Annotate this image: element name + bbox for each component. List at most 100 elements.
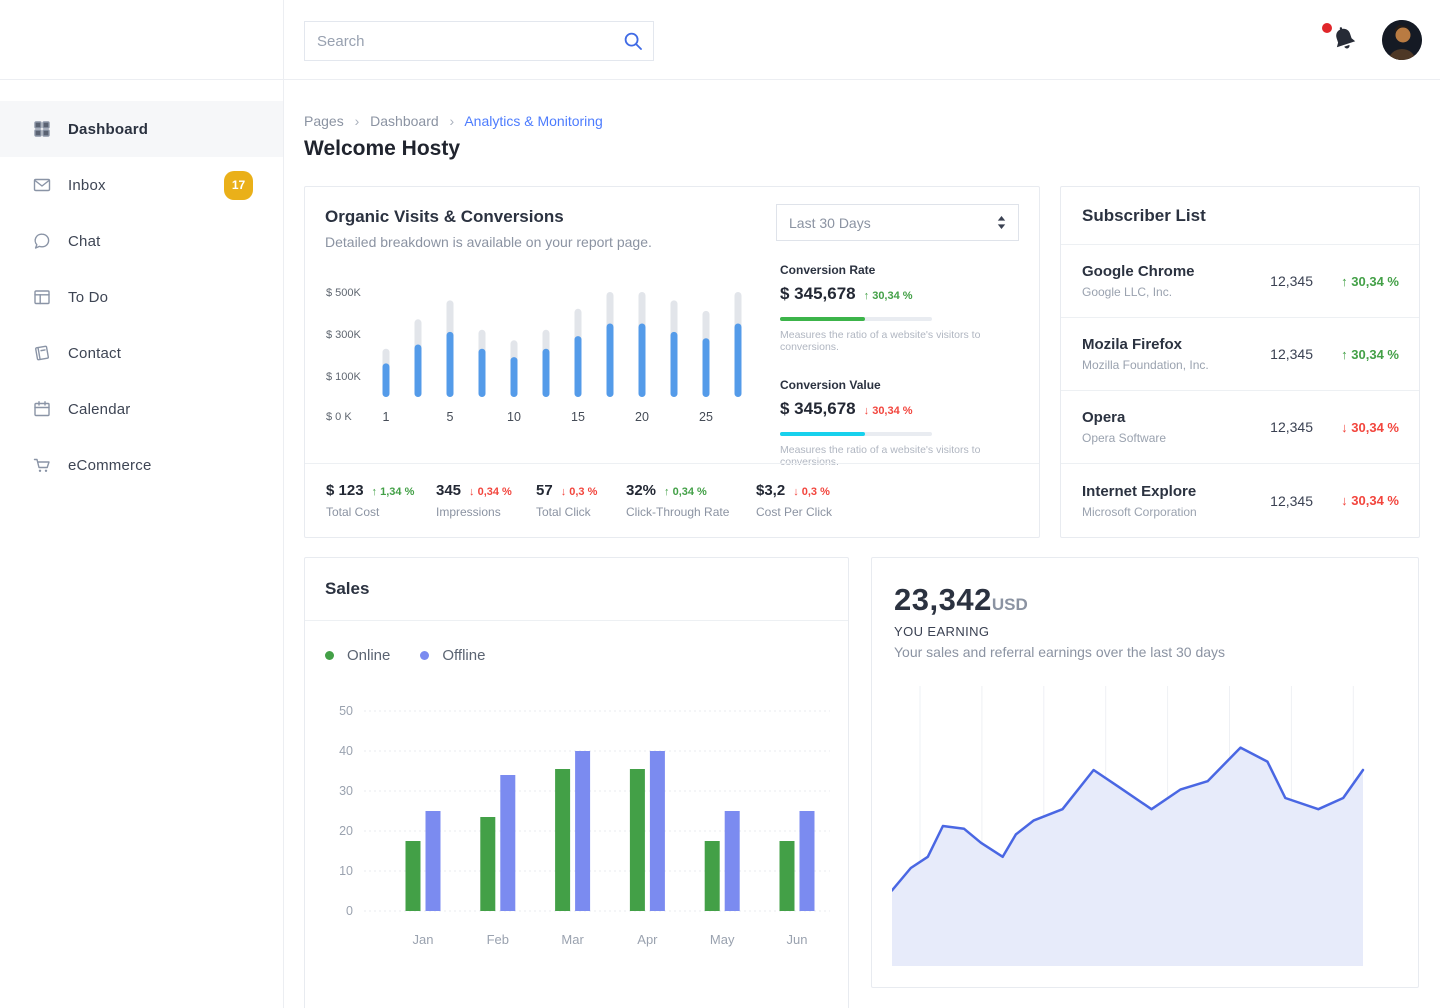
stat-top: $ 123 ↑ 1,34 % <box>326 482 428 499</box>
avatar-image <box>1382 20 1422 60</box>
calendar-icon <box>32 399 52 419</box>
subscriber-info: Google Chrome Google LLC, Inc. <box>1082 263 1251 299</box>
organic-card-title: Organic Visits & Conversions <box>325 207 564 226</box>
subscriber-change: ↑ 30,34 % <box>1341 346 1399 362</box>
logo-area <box>0 0 283 80</box>
inbox-badge: 17 <box>224 170 253 200</box>
breadcrumb: Pages › Dashboard › Analytics & Monitori… <box>304 113 603 129</box>
date-range-select[interactable]: Last 30 Days <box>776 204 1019 241</box>
metric-change: ↓ 30,34 % <box>863 405 913 417</box>
user-avatar[interactable] <box>1382 20 1422 60</box>
stat-change: ↑ 1,34 % <box>371 486 415 498</box>
sidebar-item-inbox[interactable]: Inbox 17 <box>0 157 283 213</box>
stat-value: $ 123 <box>326 482 364 499</box>
svg-text:10: 10 <box>507 410 521 424</box>
svg-text:40: 40 <box>339 744 353 758</box>
breadcrumb-separator: › <box>354 113 360 129</box>
stat-value: $3,2 <box>756 482 786 499</box>
metric-progress-fill <box>780 317 866 321</box>
sidebar-item-chat[interactable]: Chat <box>0 213 283 269</box>
svg-text:10: 10 <box>339 864 353 878</box>
breadcrumb-pages[interactable]: Pages <box>304 113 344 129</box>
subscriber-count: 12,345 <box>1270 346 1313 362</box>
inbox-icon <box>32 175 52 195</box>
svg-text:20: 20 <box>635 410 649 424</box>
svg-text:1: 1 <box>383 410 390 424</box>
sidebar-item-label: Chat <box>68 232 101 250</box>
stat-label: Click-Through Rate <box>626 505 730 519</box>
stat-change: ↓ 0,3 % <box>793 486 830 498</box>
sales-legend: Online Offline <box>325 647 485 664</box>
earnings-description: Your sales and referral earnings over th… <box>894 644 1226 660</box>
dashboard-icon <box>32 119 52 139</box>
svg-text:Apr: Apr <box>637 932 658 947</box>
metric-value-row: $ 345,678 ↑ 30,34 % <box>780 284 1025 304</box>
svg-text:20: 20 <box>339 824 353 838</box>
sidebar-item-label: Inbox <box>68 176 106 194</box>
subscriber-change: ↓ 30,34 % <box>1341 493 1399 508</box>
subscriber-change: ↓ 30,34 % <box>1341 419 1399 435</box>
contact-icon <box>32 343 52 363</box>
subscriber-list-title: Subscriber List <box>1082 205 1206 225</box>
metric-conversion-rate: Conversion Rate $ 345,678 ↑ 30,34 % Measure… <box>780 263 1025 353</box>
stat-value: 32% <box>626 482 657 499</box>
subscriber-count: 12,345 <box>1270 492 1313 509</box>
breadcrumb-dashboard[interactable]: Dashboard <box>370 113 439 129</box>
svg-text:Jun: Jun <box>787 932 808 947</box>
sales-card: Sales Online Offline 0 10 20 30 40 50 Jan Feb Mar… <box>304 557 849 1008</box>
subscriber-company: Mozilla Foundation, Inc. <box>1082 358 1209 372</box>
topbar <box>284 0 1440 80</box>
subscriber-name: Internet Explore <box>1082 482 1197 500</box>
earnings-label: YOU EARNING <box>894 624 990 639</box>
sidebar-item-ecommerce[interactable]: eCommerce <box>0 437 283 493</box>
sidebar-item-calendar[interactable]: Calendar <box>0 381 283 437</box>
stat-label: Total Cost <box>326 505 380 519</box>
subscriber-info: Opera Opera Software <box>1082 409 1251 445</box>
breadcrumb-separator: › <box>449 113 455 129</box>
search-icon[interactable] <box>613 22 653 60</box>
chat-icon <box>32 231 52 251</box>
legend-label: Online <box>347 647 391 664</box>
sidebar-item-label: eCommerce <box>68 456 152 474</box>
svg-text:$ 100K: $ 100K <box>326 371 362 383</box>
svg-text:Jan: Jan <box>413 932 434 947</box>
stat-top: 32% ↑ 0,34 % <box>626 482 748 499</box>
earnings-currency: USD <box>991 595 1028 614</box>
subscriber-company: Opera Software <box>1082 431 1167 445</box>
svg-text:50: 50 <box>339 704 353 718</box>
stat-label: Total Click <box>536 505 591 519</box>
sidebar-item-label: Calendar <box>68 400 131 418</box>
bell-icon <box>1336 27 1356 49</box>
svg-text:Mar: Mar <box>561 932 584 947</box>
metric-caption: Measures the ratio of a website's visito… <box>780 329 981 353</box>
metric-progress-bar <box>780 317 932 321</box>
subscriber-row-mozila-firefox[interactable]: Mozila Firefox Mozilla Foundation, Inc. 12… <box>1061 318 1419 391</box>
svg-text:15: 15 <box>571 410 585 424</box>
svg-text:$ 0 K: $ 0 K <box>326 411 352 423</box>
page-title: Welcome Hosty <box>304 137 460 160</box>
metric-progress-bar <box>780 432 932 436</box>
sidebar: Dashboard Inbox 17 Chat To Do Contact Calendar… <box>0 0 284 1008</box>
sidebar-item-dashboard[interactable]: Dashboard <box>0 101 283 157</box>
stat-top: 57 ↓ 0,3 % <box>536 482 618 499</box>
notifications-button[interactable] <box>1322 23 1362 58</box>
subscriber-count: 12,345 <box>1270 273 1313 289</box>
subscriber-name: Mozila Firefox <box>1082 336 1183 353</box>
metric-conversion-value: Conversion Value $ 345,678 ↓ 30,34 % Measur… <box>780 378 1025 468</box>
stat-change: ↓ 0,3 % <box>560 486 598 498</box>
subscriber-row-opera[interactable]: Opera Opera Software 12,345 ↓ 30,34 % <box>1061 391 1419 464</box>
breadcrumb-current[interactable]: Analytics & Monitoring <box>464 113 603 129</box>
metric-value: $ 345,678 <box>780 399 856 418</box>
organic-visits-chart: $ 500K$ 300K$ 100K$ 0 K 1 5 10 15 20 25 <box>326 287 742 424</box>
search-input[interactable] <box>305 32 613 50</box>
subscriber-row-internet-explore[interactable]: Internet Explore Microsoft Corporation 12,… <box>1061 464 1419 537</box>
earnings-amount: 23,342 <box>894 582 992 617</box>
svg-text:25: 25 <box>699 410 713 424</box>
subscriber-row-google-chrome[interactable]: Google Chrome Google LLC, Inc. 12,345 ↑ 30,… <box>1061 245 1419 318</box>
subscriber-rows: Google Chrome Google LLC, Inc. 12,345 ↑ 30,… <box>1061 245 1419 537</box>
stat-cost-per-click: $3,2 ↓ 0,3 % Cost Per Click <box>756 482 916 519</box>
sales-card-title: Sales <box>325 579 370 598</box>
subscriber-change: ↑ 30,34 % <box>1341 273 1399 289</box>
sidebar-item-to-do[interactable]: To Do <box>0 269 283 325</box>
sidebar-item-contact[interactable]: Contact <box>0 325 283 381</box>
